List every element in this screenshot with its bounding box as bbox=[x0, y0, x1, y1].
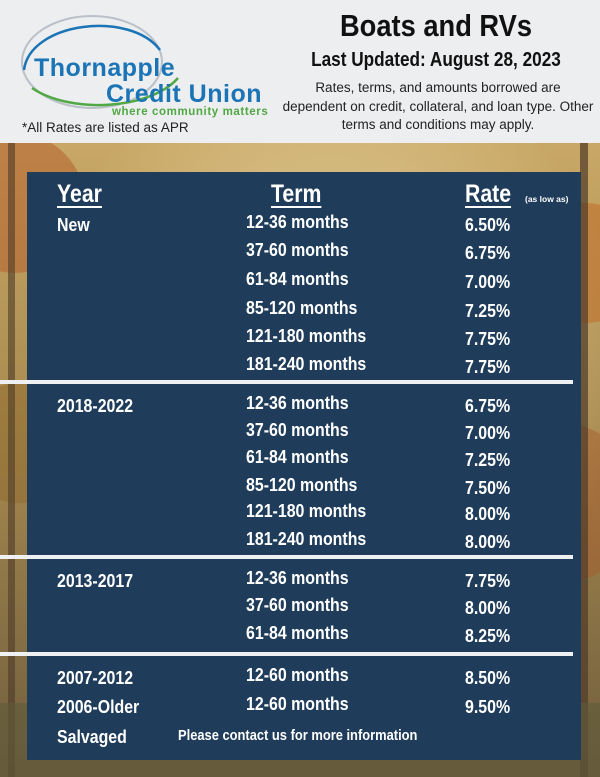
section-divider bbox=[0, 652, 573, 656]
term-cell: 61-84 months bbox=[246, 446, 349, 467]
last-updated: Last Updated: August 28, 2023 bbox=[311, 49, 561, 71]
term-cell: 181-240 months bbox=[246, 528, 367, 549]
rate-cell: 6.75% bbox=[465, 242, 511, 263]
logo-line-1: Thornapple bbox=[34, 54, 176, 82]
rate-cell: 9.50% bbox=[465, 696, 511, 717]
term-cell: 181-240 months bbox=[246, 353, 367, 374]
term-cell: 85-120 months bbox=[246, 474, 358, 495]
rate-cell: 7.75% bbox=[465, 570, 511, 591]
logo-line-2: Credit Union bbox=[106, 80, 262, 108]
salvaged-contact-note: Please contact us for more information bbox=[178, 727, 418, 744]
rate-note: (as low as) bbox=[525, 194, 569, 204]
rate-cell: 6.75% bbox=[465, 395, 511, 416]
term-cell: 61-84 months bbox=[246, 268, 349, 289]
section-divider bbox=[0, 380, 573, 384]
term-cell: 12-36 months bbox=[246, 567, 349, 588]
header-banner: Thornapple Credit Union where community … bbox=[0, 0, 600, 143]
term-cell: 61-84 months bbox=[246, 622, 349, 643]
term-column-header: Term bbox=[271, 180, 322, 208]
salvaged-label: Salvaged bbox=[57, 726, 127, 747]
year-group-label: New bbox=[57, 214, 90, 235]
term-cell: 37-60 months bbox=[246, 419, 349, 440]
rate-table-panel: Year Term Rate (as low as) New 12-36 months 6.… bbox=[0, 172, 581, 760]
year-group-label: 2013-2017 bbox=[57, 570, 134, 591]
term-cell: 121-180 months bbox=[246, 500, 367, 521]
term-cell: 12-60 months bbox=[246, 664, 349, 685]
disclaimer-text: Rates, terms, and amounts borrowed are d… bbox=[282, 80, 594, 132]
term-cell: 121-180 months bbox=[246, 325, 367, 346]
page-title: Boats and RVs bbox=[339, 8, 533, 43]
credit-union-logo[interactable]: Thornapple Credit Union where community … bbox=[10, 10, 280, 118]
rate-column-header: Rate bbox=[465, 180, 512, 208]
term-cell: 37-60 months bbox=[246, 239, 349, 260]
rate-cell: 7.00% bbox=[465, 422, 511, 443]
term-cell: 12-36 months bbox=[246, 211, 349, 232]
rate-cell: 8.25% bbox=[465, 625, 511, 646]
rate-cell: 7.75% bbox=[465, 356, 511, 377]
term-cell: 12-60 months bbox=[246, 693, 349, 714]
rate-cell: 8.50% bbox=[465, 667, 511, 688]
rate-cell: 7.75% bbox=[465, 328, 511, 349]
rate-cell: 7.25% bbox=[465, 449, 511, 470]
rate-cell: 7.50% bbox=[465, 477, 511, 498]
term-cell: 85-120 months bbox=[246, 297, 358, 318]
term-cell: 37-60 months bbox=[246, 594, 349, 615]
year-group-label: 2018-2022 bbox=[57, 395, 134, 416]
rate-cell: 6.50% bbox=[465, 214, 511, 235]
rate-cell: 8.00% bbox=[465, 597, 511, 618]
section-divider bbox=[0, 555, 573, 559]
logo-tagline: where community matters bbox=[112, 106, 269, 118]
rate-cell: 8.00% bbox=[465, 503, 511, 524]
year-group-label: 2007-2012 bbox=[57, 667, 134, 688]
year-group-label: 2006-Older bbox=[57, 696, 140, 717]
logo-swoosh-icon bbox=[21, 15, 179, 109]
apr-note: *All Rates are listed as APR bbox=[22, 120, 189, 135]
year-column-header: Year bbox=[57, 180, 102, 208]
rate-cell: 7.00% bbox=[465, 271, 511, 292]
rate-cell: 8.00% bbox=[465, 531, 511, 552]
term-cell: 12-36 months bbox=[246, 392, 349, 413]
rate-cell: 7.25% bbox=[465, 300, 511, 321]
